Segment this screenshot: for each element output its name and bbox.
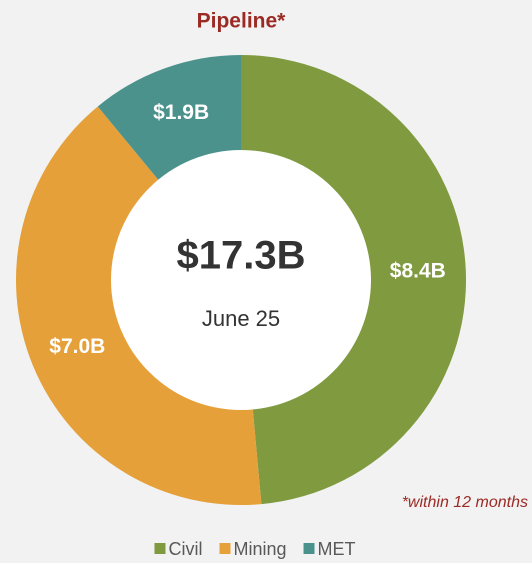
chart-title: Pipeline* bbox=[197, 10, 287, 33]
legend-swatch bbox=[154, 543, 166, 554]
center-value: $17.3B bbox=[177, 234, 306, 278]
legend-swatch bbox=[219, 543, 231, 554]
value-label: $8.4B bbox=[390, 260, 446, 283]
value-label: $7.0B bbox=[49, 335, 105, 358]
legend-label: Civil bbox=[168, 539, 202, 559]
legend: Civil Mining MET bbox=[154, 539, 356, 559]
donut-hole bbox=[111, 150, 371, 410]
legend-label: MET bbox=[318, 539, 356, 559]
legend-swatch bbox=[303, 543, 315, 554]
value-label: $1.9B bbox=[153, 101, 209, 124]
footnote: *within 12 months bbox=[402, 494, 528, 511]
center-label: June 25 bbox=[202, 306, 280, 331]
legend-label: Mining bbox=[233, 539, 286, 559]
